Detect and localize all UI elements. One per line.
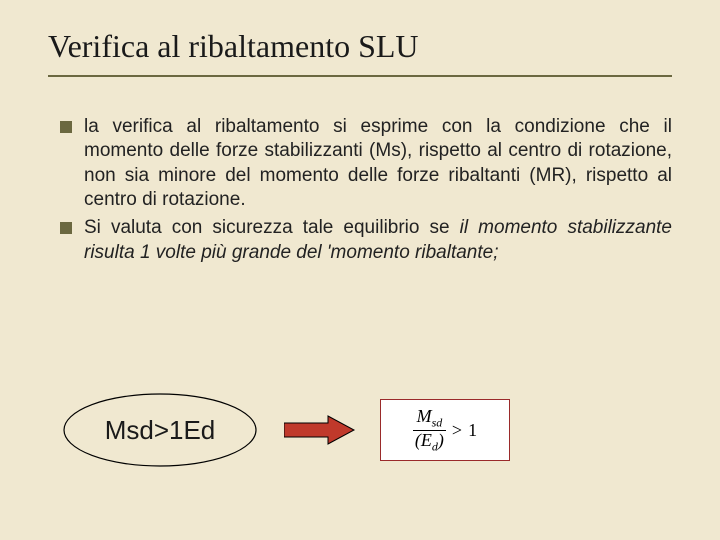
- den-close: ): [438, 430, 444, 450]
- arrow-icon: [284, 414, 356, 446]
- fraction: Msd (Ed): [413, 407, 446, 452]
- bullet-prefix: Si valuta con sicurezza tale equilibrio …: [84, 217, 460, 238]
- bullet-list: la verifica al ribaltamento si esprime c…: [48, 115, 672, 265]
- rhs: 1: [468, 420, 477, 441]
- den-base: E: [421, 430, 432, 450]
- bullet-item: la verifica al ribaltamento si esprime c…: [60, 115, 672, 212]
- numerator: Msd: [415, 407, 445, 429]
- relation: >: [452, 420, 462, 441]
- ellipse-container: Msd>1Ed: [60, 390, 260, 470]
- bullet-text: la verifica al ribaltamento si esprime c…: [84, 116, 672, 210]
- ellipse-label: Msd>1Ed: [105, 415, 216, 446]
- bullet-item: Si valuta con sicurezza tale equilibrio …: [60, 216, 672, 265]
- bottom-row: Msd>1Ed Msd (Ed) > 1: [60, 390, 510, 470]
- denominator: (Ed): [413, 431, 446, 453]
- num-base: M: [417, 406, 432, 426]
- formula-box: Msd (Ed) > 1: [380, 399, 510, 461]
- slide-title: Verifica al ribaltamento SLU: [48, 28, 672, 77]
- formula: Msd (Ed) > 1: [413, 407, 477, 452]
- num-sub: sd: [432, 416, 443, 430]
